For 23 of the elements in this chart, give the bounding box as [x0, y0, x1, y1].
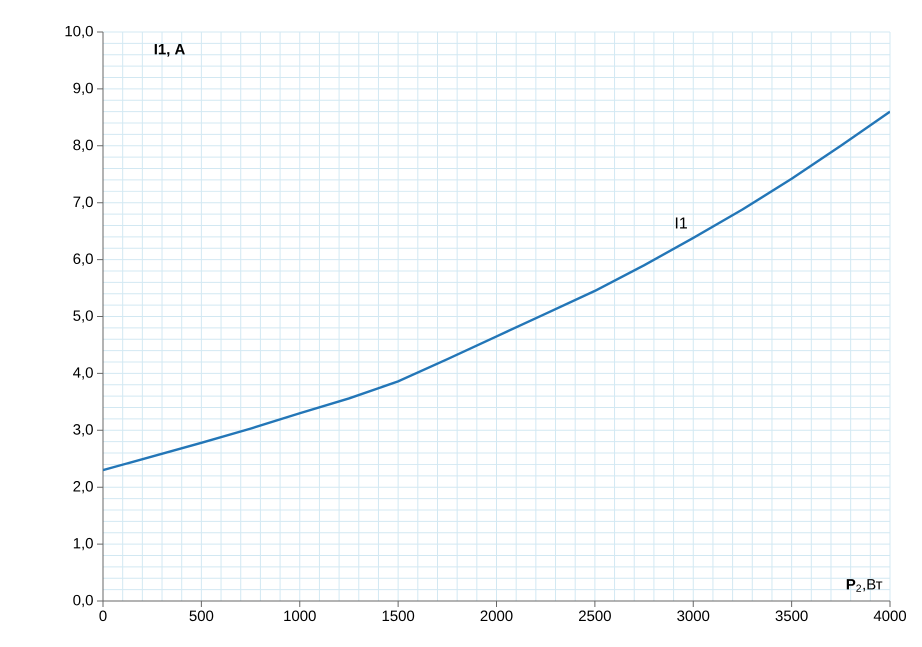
x-tick-label: 4000	[874, 610, 906, 622]
y-tick-label: 0,0	[73, 594, 93, 608]
x-tick-label: 2000	[480, 610, 513, 622]
y-tick-label: 4,0	[73, 367, 93, 380]
x-tick-label: 1500	[382, 610, 414, 622]
y-tick-label: 10,0	[66, 26, 93, 38]
series-label: I1	[676, 217, 687, 228]
y-tick-label: 3,0	[73, 424, 93, 436]
x-tick-label: 3500	[776, 610, 808, 622]
x-tick-label: 2500	[579, 610, 611, 622]
x-tick-label: 0	[99, 610, 107, 622]
y-tick-label: 5,0	[73, 310, 93, 323]
y-tick-label: 1,0	[74, 538, 93, 550]
x-axis-title: P$_{2}$,Вт	[846, 579, 882, 592]
y-tick-label: 8,0	[73, 140, 93, 152]
x-tick-label: 1000	[284, 610, 316, 622]
x-tick-label: 500	[190, 610, 214, 622]
y-tick-label: 7,0	[73, 196, 93, 209]
y-tick-label: 2,0	[73, 481, 93, 494]
y-tick-label: 9,0	[73, 82, 93, 96]
x-tick-label: 3000	[677, 610, 710, 622]
y-axis-title: I1, A	[154, 44, 185, 57]
y-tick-label: 6,0	[73, 253, 93, 266]
